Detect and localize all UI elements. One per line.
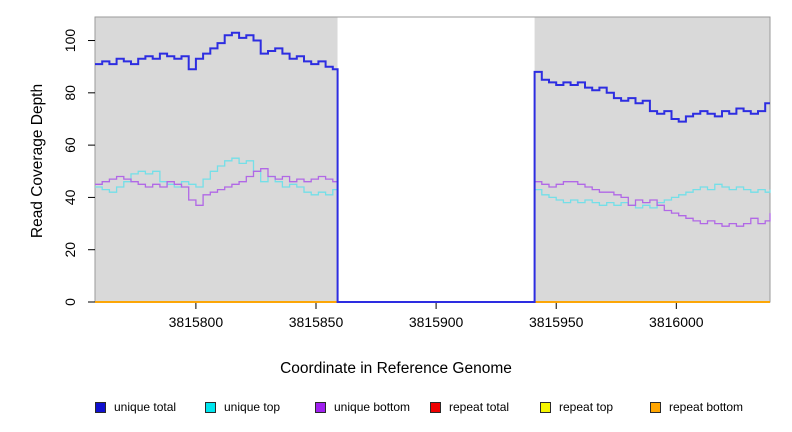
bg-region-covered-left	[95, 17, 338, 302]
legend-item-repeat-total: repeat total	[430, 399, 509, 415]
legend-label: unique top	[224, 400, 281, 414]
bg-region-zero-coverage-gap	[337, 17, 535, 302]
legend-item-unique-bottom: unique bottom	[315, 399, 410, 415]
legend-item-repeat-top: repeat top	[540, 399, 613, 415]
y-axis-tick-label: 60	[62, 137, 78, 153]
y-axis-title: Read Coverage Depth	[29, 83, 46, 239]
legend-swatch-repeat-bottom	[650, 401, 661, 413]
y-axis-tick-label: 100	[62, 29, 78, 53]
legend: unique total unique top unique bottom repea…	[0, 399, 792, 417]
legend-swatch-repeat-top	[540, 401, 551, 413]
legend-swatch-unique-top	[205, 401, 216, 413]
legend-label: unique total	[114, 400, 177, 414]
legend-label: repeat bottom	[669, 400, 744, 414]
x-axis-tick-label: 3815800	[169, 314, 224, 330]
legend-item-unique-top: unique top	[205, 399, 280, 415]
legend-label: repeat total	[449, 400, 510, 414]
x-axis-title: Coordinate in Reference Genome	[280, 360, 512, 377]
series-line-unique-total	[95, 31, 770, 303]
x-axis-tick-label: 3815850	[289, 314, 344, 330]
y-axis-tick-label: 20	[62, 242, 78, 258]
y-axis-tick-label: 40	[62, 189, 78, 205]
y-axis-tick-label: 0	[62, 298, 78, 306]
x-axis-tick-label: 3816000	[649, 314, 704, 330]
x-axis-tick-label: 3815900	[409, 314, 464, 330]
legend-swatch-unique-bottom	[315, 401, 326, 413]
bg-region-covered-right	[534, 17, 770, 302]
legend-swatch-unique-total	[95, 401, 106, 413]
legend-label: repeat top	[559, 400, 614, 414]
x-axis-tick-label: 3815950	[529, 314, 584, 330]
legend-item-repeat-bottom: repeat bottom	[650, 399, 743, 415]
legend-item-unique-total: unique total	[95, 399, 176, 415]
legend-label: unique bottom	[334, 400, 411, 414]
legend-swatch-repeat-total	[430, 401, 441, 413]
y-axis-tick-label: 80	[62, 85, 78, 101]
